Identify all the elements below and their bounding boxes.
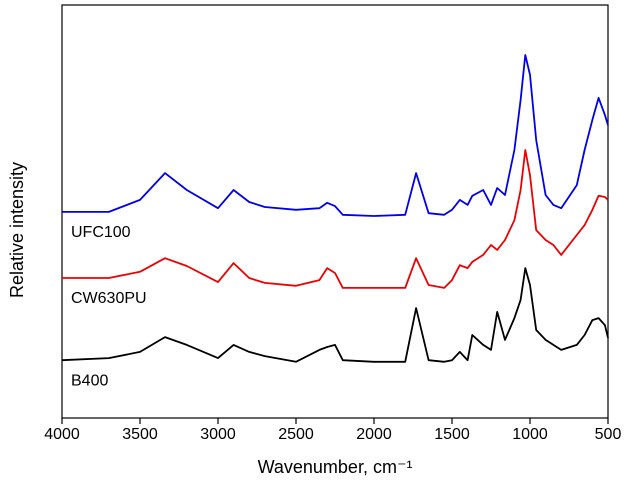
series-label: UFC100 <box>71 224 131 241</box>
series-line <box>62 149 609 289</box>
series-line <box>61 267 609 363</box>
x-axis-title: Wavenumber, cm⁻¹ <box>258 457 413 477</box>
plot-frame <box>61 4 609 419</box>
x-tick-label: 1500 <box>434 426 470 443</box>
x-tick-label: 3000 <box>200 426 236 443</box>
series-label: CW630PU <box>71 290 147 307</box>
series-line <box>62 54 609 217</box>
x-tick-label: 4000 <box>44 426 80 443</box>
y-axis-title: Relative intensity <box>7 162 27 298</box>
x-tick-label: 500 <box>595 426 622 443</box>
x-tick-label: 2000 <box>356 426 392 443</box>
x-tick-label: 2500 <box>278 426 314 443</box>
series-label: B400 <box>71 372 108 389</box>
x-tick-label: 1000 <box>512 426 548 443</box>
x-tick-label: 3500 <box>122 426 158 443</box>
